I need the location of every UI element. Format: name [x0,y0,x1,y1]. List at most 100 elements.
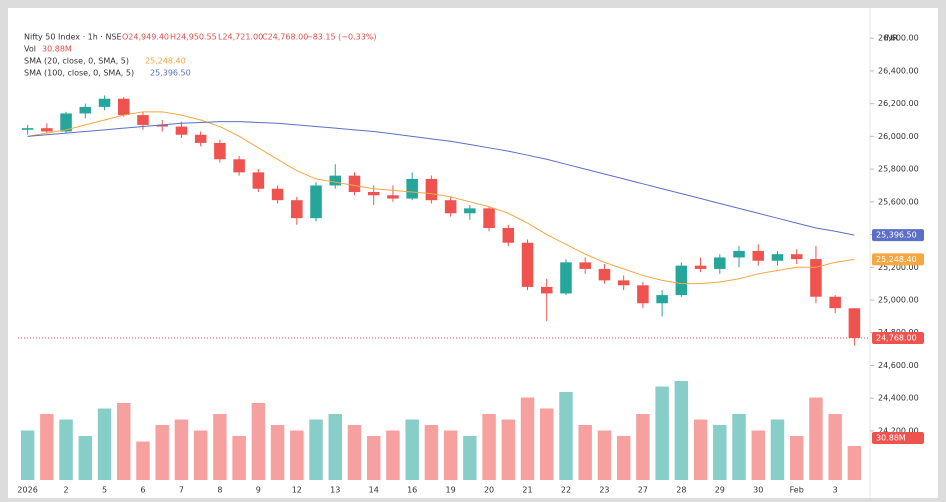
candle-body [733,250,745,258]
x-tick-label: 22 [561,486,571,495]
volume-bar [789,436,804,480]
candle-body [675,265,688,296]
candle-body [790,254,803,260]
volume-bar [290,430,304,480]
candle-body [175,126,188,135]
sma-line [27,121,855,236]
candle-body [252,172,265,189]
volume-bar [655,386,669,480]
candle-body [271,188,284,201]
candle-body [425,178,438,201]
x-tick-label: 27 [638,486,648,495]
symbol: Nifty 50 Index · 1h · NSE [24,33,122,42]
candle-body [233,159,245,173]
change: −83.15 (−0.33%) [306,33,377,42]
candle-body [598,268,611,281]
volume-bar [20,430,35,480]
volume-bar [443,430,458,480]
series-tag-box [872,229,924,242]
candle-body [694,265,707,269]
volume-bar [520,397,535,480]
volume-bar [40,414,54,480]
candle-body [444,200,457,214]
volume-bar [809,397,823,480]
volume-bar [674,381,689,480]
legend-value: 25,248.40 [145,57,186,66]
volume-bar [751,430,765,480]
y-tick-label: 24,200.00 [878,426,919,435]
volume-bar [559,392,573,480]
candle-body [617,280,630,286]
candle-body [21,128,34,130]
x-tick-label: 16 [407,486,417,495]
volume-bar [732,414,746,480]
volume-tag: 30.88M [876,434,906,443]
x-tick-label: 19 [446,486,456,495]
volume-bar [174,419,189,480]
price-tag: 24,768.00 [876,333,917,342]
volume-bar [213,414,227,480]
candle-body [79,106,92,114]
candle-body [406,178,418,199]
candle-body [483,208,495,228]
series-tag: 25,396.50 [876,231,917,240]
candle-body [329,175,342,186]
x-tick-label: 12 [292,486,302,495]
y-tick-label: 25,200.00 [878,263,919,272]
candle-body [829,296,841,309]
y-tick-label: 25,600.00 [878,197,919,206]
price-tag-box [872,331,924,344]
x-tick-label: 2026 [17,486,37,495]
series-tag: 25,248.40 [876,255,917,264]
legend-value: 25,396.50 [150,69,191,78]
candle-body [810,259,822,297]
candle-body [714,257,726,269]
volume-bar [59,419,73,480]
volume-bar [97,408,112,480]
sma-line [27,111,855,285]
candle-body [348,175,361,192]
x-tick-label: 8 [217,486,222,495]
x-tick-label: 30 [753,486,763,495]
y-tick-label: 26,600.00 [878,34,919,43]
candle-body [521,242,534,287]
candle-body [137,115,149,125]
volume-bar [540,408,554,480]
y-tick-label: 26,000.00 [878,132,919,141]
x-tick-label: 14 [369,486,379,495]
y-tick-label: 24,600.00 [878,361,919,370]
volume-bar [501,419,516,480]
volume-bar [597,430,612,480]
ohlc-low: L24,721.00 [218,33,263,42]
candle-body [579,262,591,269]
x-tick-label: 13 [330,486,340,495]
candle-body [367,192,380,196]
volume-bar [424,425,439,480]
candle-body [656,295,668,304]
y-tick-label: 26,200.00 [878,99,919,108]
volume-bar [578,425,592,480]
x-tick-label: 2 [64,486,69,495]
candle-body [752,250,765,261]
volume-bar [713,425,727,480]
y-tick-label: 25,800.00 [878,165,919,174]
candle-body [194,134,207,143]
volume-bar [366,436,381,480]
volume-bar [117,403,131,480]
volume-bar [636,414,650,480]
y-tick-label: 26,400.00 [878,66,919,75]
candle-body [291,200,303,219]
x-tick-label: 6 [140,486,145,495]
candle-body [41,128,53,132]
currency: INR [884,34,898,43]
volume-bar [847,446,862,480]
volume-bar [270,425,285,480]
x-tick-label: 3 [833,486,838,495]
vol-value: 30.88M [42,45,72,54]
candle-body [60,113,72,132]
volume-bar [136,441,150,480]
candle-body [560,262,572,294]
ohlc-close: C24,768.00 [262,33,308,42]
candle-body [502,228,515,243]
